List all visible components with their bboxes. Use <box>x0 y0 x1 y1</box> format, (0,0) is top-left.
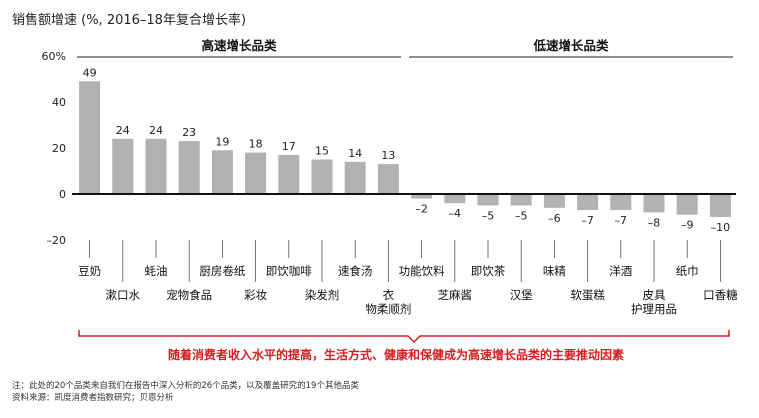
bar-value-label: –5 <box>515 210 528 223</box>
y-tick-label: 20 <box>52 142 66 155</box>
bar-value-label: 14 <box>348 147 362 160</box>
bar-value-label: –7 <box>581 214 594 227</box>
bar <box>477 194 499 206</box>
y-tick-label: 60% <box>42 50 66 63</box>
category-label: 汉堡 <box>510 288 533 302</box>
category-group-headers: 高速增长品类 低速增长品类 <box>77 38 733 58</box>
bar-value-label: 19 <box>215 135 229 148</box>
category-label: 染发剂 <box>305 288 340 302</box>
bar-value-label: –5 <box>482 210 495 223</box>
bar <box>577 194 599 211</box>
bar <box>643 194 665 213</box>
bar <box>377 164 399 194</box>
category-label: 皮具护理用品 <box>631 288 677 316</box>
bar-value-label: 49 <box>83 66 97 79</box>
bar-value-label: 24 <box>116 124 130 137</box>
group-header-label: 低速增长品类 <box>532 38 609 53</box>
bars <box>79 81 731 217</box>
group-header-label: 高速增长品类 <box>201 38 277 53</box>
bar-value-label: 23 <box>182 126 196 139</box>
bar <box>211 150 233 194</box>
footnote-note: 注：此处的20个品类来自我们在报告中深入分析的26个品类，以及覆盖研究的19个其… <box>12 380 359 391</box>
bar <box>245 152 267 194</box>
bar <box>311 159 333 194</box>
y-tick-label: 0 <box>59 188 66 201</box>
bar-value-label: –10 <box>711 221 731 234</box>
bar <box>178 141 200 194</box>
category-label: 口香糖 <box>703 288 738 302</box>
bar-value-label: –2 <box>415 203 428 216</box>
bar <box>411 194 433 199</box>
bar-value-label: –6 <box>548 212 561 225</box>
bar <box>444 194 466 204</box>
callout-bracket <box>78 330 730 344</box>
category-label: 彩妆 <box>244 288 267 302</box>
category-label: 衣物柔顺剂 <box>365 288 411 316</box>
bar-value-label: 24 <box>149 124 163 137</box>
y-tick-label: –20 <box>47 234 67 247</box>
chart-title: 销售额增速 (%, 2016–18年复合增长率) <box>12 12 246 28</box>
bar-value-label: 18 <box>249 138 263 151</box>
category-label: 芝麻酱 <box>438 288 473 302</box>
category-label: 宠物食品 <box>166 288 212 302</box>
category-label: 纸巾 <box>676 264 699 278</box>
bar <box>112 138 134 194</box>
footnote-source: 资料来源：凯度消费者指数研究；贝恩分析 <box>12 392 174 403</box>
category-label: 功能饮料 <box>399 264 445 278</box>
bar <box>145 138 167 194</box>
bar-value-label: –7 <box>615 214 628 227</box>
category-label: 漱口水 <box>106 288 141 302</box>
bar-value-label: 17 <box>282 140 296 153</box>
category-label: 蚝油 <box>145 264 168 278</box>
category-label: 即饮茶 <box>471 264 506 278</box>
bar <box>610 194 632 211</box>
category-label: 厨房卷纸 <box>199 264 245 278</box>
y-axis: 60% 40 20 0 –20 <box>42 50 66 247</box>
bar <box>676 194 698 215</box>
bar <box>709 194 731 217</box>
y-tick-label: 40 <box>52 96 66 109</box>
value-labels: 49 24 24 23 19 18 17 15 14 13 –2 –4 –5 –5 –6 –7 –7 –8 –9 –1… <box>83 66 731 234</box>
callout: 随着消费者收入水平的提高，生活方式、健康和保健成为高速增长品类的主要推动因素 <box>78 330 730 362</box>
callout-text: 随着消费者收入水平的提高，生活方式、健康和保健成为高速增长品类的主要推动因素 <box>168 347 624 362</box>
bar-value-label: 15 <box>315 145 329 158</box>
category-label: 软蛋糕 <box>570 288 605 302</box>
bar <box>510 194 532 206</box>
bar-value-label: –9 <box>681 219 694 232</box>
bar <box>79 81 101 194</box>
category-label: 味精 <box>543 264 566 278</box>
bar-value-label: –4 <box>449 207 462 220</box>
bar <box>278 154 300 194</box>
category-label: 豆奶 <box>78 264 101 278</box>
bar <box>543 194 565 208</box>
category-label: 速食汤 <box>338 264 373 278</box>
bar-value-label: 13 <box>381 149 395 162</box>
category-label: 即饮咖啡 <box>266 264 312 278</box>
bar <box>344 161 366 194</box>
category-label: 洋酒 <box>609 264 632 278</box>
bar-value-label: –8 <box>648 216 661 229</box>
